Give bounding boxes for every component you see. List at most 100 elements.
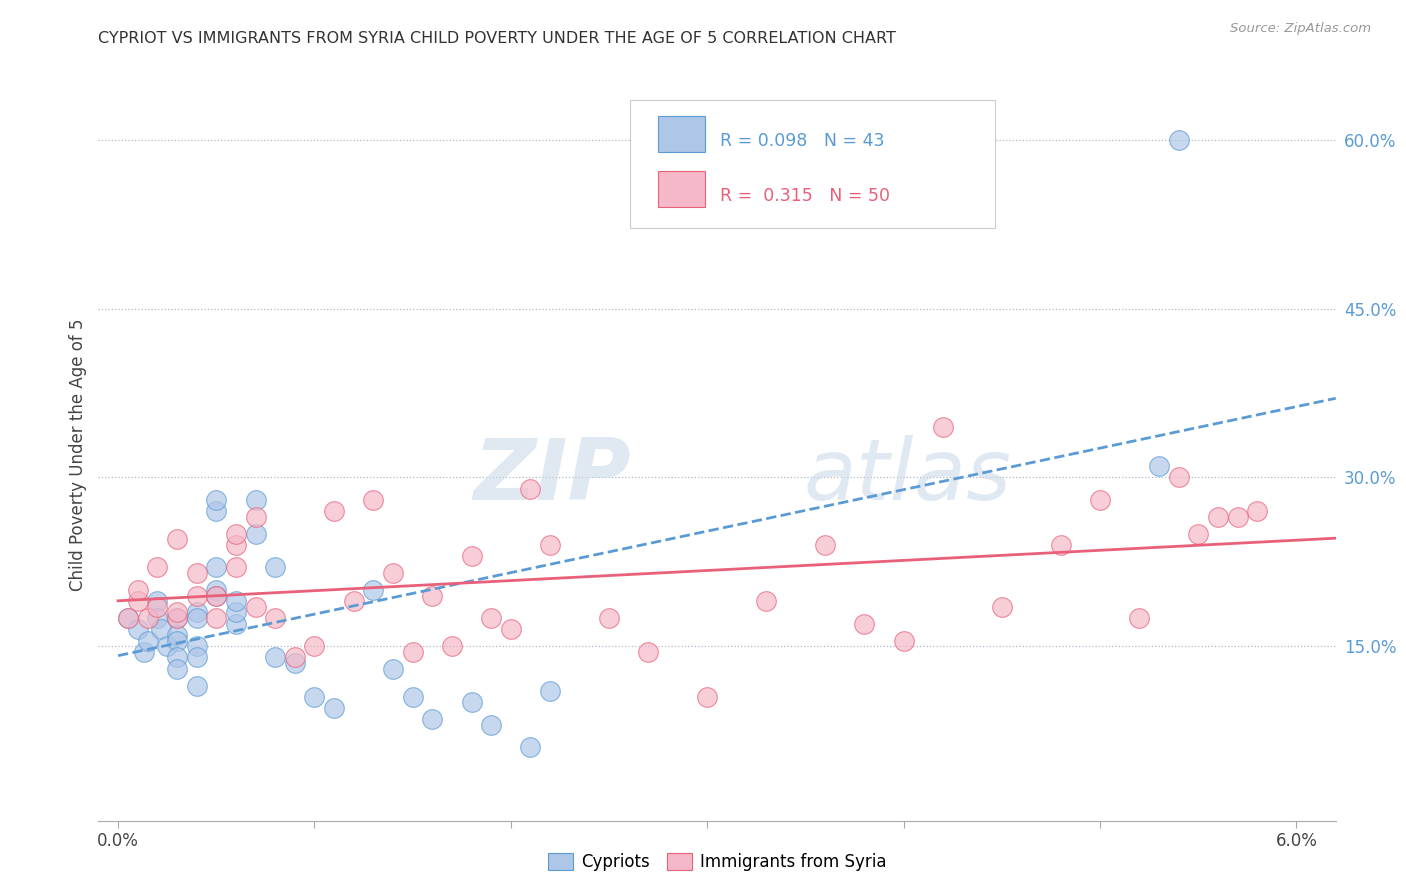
FancyBboxPatch shape [630,100,995,228]
Point [117,611,139,625]
Point [146,594,169,608]
Point [245,509,267,524]
Point [225,560,247,574]
Point [264,650,287,665]
Point [1226,509,1249,524]
Point [1246,504,1268,518]
Point [186,650,208,665]
Point [136,611,159,625]
Point [1147,459,1170,474]
Point [225,594,247,608]
Point [304,690,326,704]
Point [166,533,188,547]
Point [696,690,718,704]
Point [1206,509,1229,524]
Point [382,566,405,580]
Point [932,419,955,434]
Point [245,492,267,507]
Point [166,611,188,625]
Text: Source: ZipAtlas.com: Source: ZipAtlas.com [1230,22,1371,36]
FancyBboxPatch shape [658,116,704,153]
FancyBboxPatch shape [658,170,704,207]
Point [245,599,267,614]
Point [460,549,482,564]
Point [127,623,149,637]
Point [598,611,620,625]
Y-axis label: Child Poverty Under the Age of 5: Child Poverty Under the Age of 5 [69,318,87,591]
Point [166,628,188,642]
Point [166,633,188,648]
Point [479,611,502,625]
Point [186,606,208,620]
Point [1128,611,1150,625]
Point [225,526,247,541]
Point [479,718,502,732]
Text: CYPRIOT VS IMMIGRANTS FROM SYRIA CHILD POVERTY UNDER THE AGE OF 5 CORRELATION CH: CYPRIOT VS IMMIGRANTS FROM SYRIA CHILD P… [98,31,896,46]
Point [225,606,247,620]
Point [150,623,173,637]
Point [1088,492,1111,507]
Point [420,712,443,726]
Point [284,656,307,670]
Point [401,690,423,704]
Point [323,701,346,715]
Point [132,645,155,659]
Point [146,611,169,625]
Point [205,560,228,574]
Point [245,526,267,541]
Point [205,589,228,603]
Point [225,538,247,552]
Point [420,589,443,603]
Point [156,639,179,653]
Point [146,599,169,614]
Point [264,611,287,625]
Point [146,560,169,574]
Point [853,616,876,631]
Point [127,594,149,608]
Point [363,492,385,507]
Point [343,594,366,608]
Text: ZIP: ZIP [472,435,630,518]
Point [1167,470,1189,484]
Point [225,616,247,631]
Point [755,594,778,608]
Point [382,662,405,676]
Point [991,599,1014,614]
Point [637,645,659,659]
Point [117,611,139,625]
Point [264,560,287,574]
Point [205,504,228,518]
Point [205,589,228,603]
Point [166,650,188,665]
Point [186,566,208,580]
Point [893,633,915,648]
Point [401,645,423,659]
Point [323,504,346,518]
Legend: Cypriots, Immigrants from Syria: Cypriots, Immigrants from Syria [541,847,893,878]
Point [136,633,159,648]
Point [1049,538,1071,552]
Point [499,623,522,637]
Point [284,650,307,665]
Text: R = 0.098   N = 43: R = 0.098 N = 43 [720,133,884,151]
Point [1187,526,1209,541]
Point [538,684,561,698]
Point [519,740,541,755]
Point [1167,133,1189,147]
Point [460,696,482,710]
Point [519,482,541,496]
Point [363,582,385,597]
Point [186,589,208,603]
Point [205,611,228,625]
Point [814,538,837,552]
Text: atlas: atlas [804,435,1012,518]
Text: R =  0.315   N = 50: R = 0.315 N = 50 [720,187,890,205]
Point [205,492,228,507]
Point [538,538,561,552]
Point [127,582,149,597]
Point [304,639,326,653]
Point [166,662,188,676]
Point [440,639,463,653]
Point [186,611,208,625]
Point [166,611,188,625]
